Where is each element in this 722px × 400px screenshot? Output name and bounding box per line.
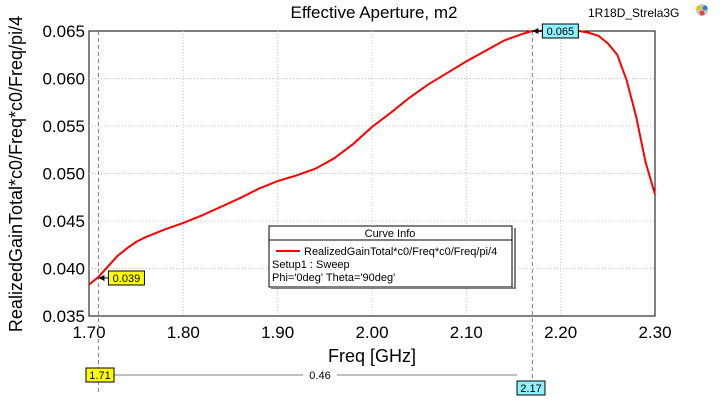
y-tick-label: 0.050 (42, 165, 85, 184)
legend-angle-line: Phi='0deg' Theta='90deg' (272, 272, 395, 284)
chart-title: Effective Aperture, m2 (291, 3, 458, 22)
x-tick-label: 2.10 (450, 323, 483, 342)
delta-value-label: 0.46 (309, 370, 330, 382)
y-tick-label: 0.060 (42, 70, 85, 89)
delta-right-badge[interactable] (516, 380, 546, 396)
legend-box[interactable]: Curve Info RealizedGainTotal*c0/Freq*c0/… (268, 225, 516, 289)
delta-left-label: 1.71 (89, 370, 110, 382)
marker-badge[interactable] (107, 270, 145, 286)
x-axis-title: Freq [GHz] (328, 346, 416, 366)
y-tick-label: 0.040 (42, 260, 85, 279)
delta-right-label: 2.17 (520, 383, 541, 395)
marker-pointer (532, 28, 539, 34)
y-tick-label: 0.065 (42, 22, 85, 41)
hfss-logo-icon (696, 4, 708, 16)
x-tick-label: 2.00 (355, 323, 388, 342)
legend-title: Curve Info (365, 228, 416, 240)
y-tick-label: 0.055 (42, 117, 85, 136)
axis-ticks: 1.70 1.80 1.90 2.00 2.10 2.20 2.30 0.035 0.040 0.… (42, 22, 671, 342)
x-tick-label: 1.90 (261, 323, 294, 342)
marker-lines (97, 31, 533, 395)
x-tick-label: 2.30 (638, 323, 671, 342)
series-layer (88, 29, 656, 286)
y-axis-title: RealizedGainTotal*c0/Freq*c0/Freq/pi/4 (6, 16, 26, 332)
y-tick-label: 0.045 (42, 212, 85, 231)
x-tick-label: 1.80 (167, 323, 200, 342)
legend-setup-line: Setup1 : Sweep (272, 259, 350, 271)
x-tick-label: 1.70 (72, 323, 105, 342)
delta-left-badge[interactable] (85, 367, 115, 383)
x-tick-label: 2.20 (544, 323, 577, 342)
marker-value-label: 0.065 (547, 26, 575, 38)
marker-value-label: 0.039 (113, 273, 141, 285)
series-line[interactable] (88, 29, 656, 286)
marker-pointer (98, 275, 105, 281)
legend-series-label: RealizedGainTotal*c0/Freq*c0/Freq/pi/4 (304, 246, 497, 258)
design-name-label: 1R18D_Strela3G (588, 6, 679, 20)
markers: 0.039 0.065 (98, 23, 579, 286)
marker-badge[interactable] (541, 23, 579, 39)
y-tick-label: 0.035 (42, 307, 85, 326)
delta-value-bg (303, 368, 337, 382)
